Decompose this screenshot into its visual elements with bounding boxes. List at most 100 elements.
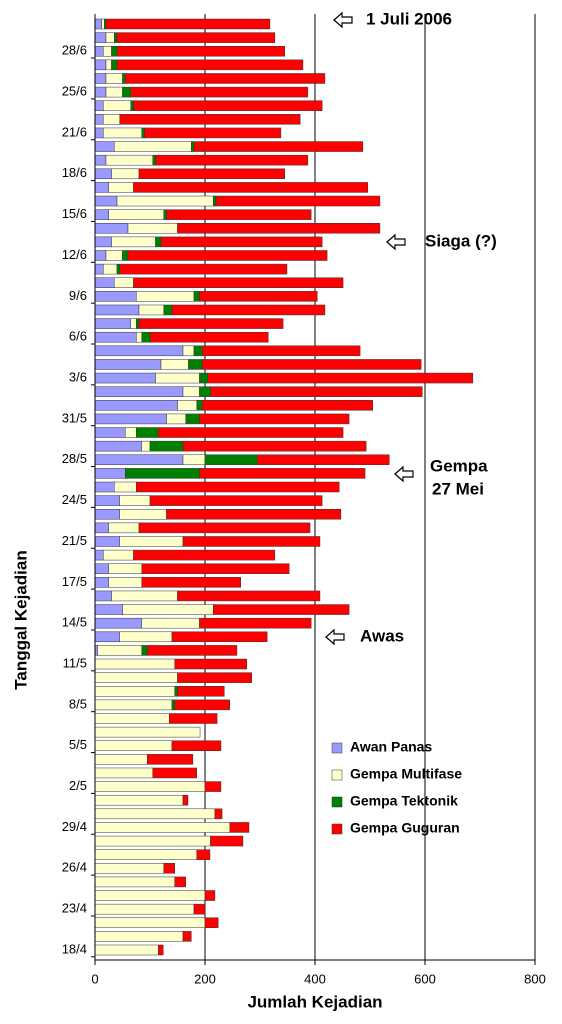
- bar-segment: [94, 672, 178, 683]
- y-tick-label: 15/6: [62, 206, 87, 221]
- bar-segment: [94, 141, 115, 152]
- bar-segment: [94, 495, 120, 506]
- bar-segment: [94, 372, 156, 384]
- bar-segment: [210, 835, 244, 847]
- bar-segment: [103, 263, 118, 275]
- bar-segment: [193, 141, 364, 152]
- annotation: 1 Juli 2006: [366, 9, 452, 28]
- bar-segment: [141, 331, 151, 343]
- bar-segment: [174, 699, 230, 711]
- bar-segment: [94, 209, 109, 220]
- bar-segment: [105, 154, 153, 166]
- bar-segment: [182, 386, 200, 397]
- y-tick-label: 21/5: [62, 533, 87, 548]
- bar-segment: [122, 604, 214, 615]
- bar-segment: [94, 45, 104, 57]
- bar-segment: [116, 59, 304, 71]
- arrow: [333, 11, 353, 29]
- bar-segment: [191, 141, 195, 152]
- bar-segment: [152, 767, 197, 779]
- arrow: [325, 628, 345, 646]
- bar-segment: [171, 740, 222, 751]
- bar-segment: [127, 223, 178, 234]
- bar-segment: [177, 400, 197, 411]
- bar-segment: [136, 291, 195, 302]
- y-axis-title: Tanggal Kejadian: [11, 550, 30, 690]
- bar-segment: [215, 195, 381, 207]
- y-tick-label: 17/5: [62, 574, 87, 589]
- bar-segment: [94, 849, 197, 860]
- bar-segment: [94, 835, 211, 847]
- bar-segment: [94, 291, 137, 302]
- bar-segment: [94, 577, 109, 588]
- bar-segment: [213, 195, 217, 207]
- bar-segment: [94, 903, 195, 915]
- bar-segment: [199, 468, 366, 479]
- y-tick-label: 3/6: [69, 369, 87, 384]
- bar-segment: [138, 168, 285, 180]
- bar-segment: [94, 277, 115, 288]
- bar-segment: [116, 263, 120, 275]
- arrow: [386, 233, 406, 251]
- legend-label: Gempa Tektonik: [350, 793, 458, 809]
- x-tick-label: 200: [194, 971, 216, 986]
- bar-segment: [155, 372, 200, 384]
- legend-swatch: [331, 823, 343, 835]
- y-tick-label: 28/5: [62, 451, 87, 466]
- bar-segment: [94, 713, 170, 724]
- bar-segment: [105, 59, 112, 71]
- legend-swatch: [331, 796, 343, 808]
- bar-segment: [174, 686, 178, 697]
- bar-segment: [94, 386, 184, 397]
- legend-swatch: [331, 769, 343, 781]
- legend-swatch: [331, 742, 343, 754]
- bar-segment: [185, 413, 200, 425]
- annotation: Awas: [360, 626, 404, 645]
- bar-segment: [166, 508, 342, 520]
- bar-segment: [111, 45, 118, 57]
- bar-segment: [94, 767, 153, 779]
- bar-segment: [97, 645, 142, 656]
- bar-segment: [119, 536, 184, 547]
- annotation-arrows: [325, 11, 414, 646]
- bar-segment: [130, 318, 137, 329]
- bar-segment: [94, 808, 216, 820]
- bar-segment: [94, 345, 184, 357]
- bar-segment: [166, 413, 186, 425]
- bar-segment: [182, 454, 206, 466]
- bar-segment: [141, 577, 241, 588]
- bar-segment: [160, 236, 323, 248]
- bar-segment: [138, 522, 311, 534]
- bar-segment: [196, 400, 203, 411]
- bar-segment: [138, 318, 284, 329]
- y-tick-label: 18/6: [62, 165, 87, 180]
- bar-segment: [105, 32, 115, 43]
- bar-segment: [141, 440, 151, 452]
- y-tick-label: 11/5: [63, 655, 87, 670]
- bar-segment: [105, 18, 271, 30]
- bar-segment: [130, 86, 309, 98]
- bar-segment: [193, 903, 206, 915]
- bar-segment: [94, 590, 112, 602]
- bar-segment: [204, 781, 222, 792]
- bar-segment: [94, 481, 115, 493]
- bar-segment: [199, 291, 318, 302]
- bar-segment: [122, 86, 131, 98]
- bar-segment: [196, 849, 211, 860]
- x-tick-label: 600: [414, 971, 436, 986]
- bar-segment: [105, 73, 123, 84]
- bar-segment: [171, 304, 326, 316]
- bar-segment: [174, 658, 248, 670]
- bar-segment: [94, 617, 142, 629]
- bar-segment: [160, 359, 189, 370]
- bar-segment: [147, 645, 238, 656]
- bar-segment: [133, 549, 276, 561]
- bar-segment: [111, 168, 140, 180]
- bar-segment: [108, 182, 134, 193]
- bar-segment: [101, 18, 105, 30]
- bar-segment: [182, 536, 321, 547]
- bar-segment: [94, 154, 107, 166]
- bar-segment: [94, 876, 175, 888]
